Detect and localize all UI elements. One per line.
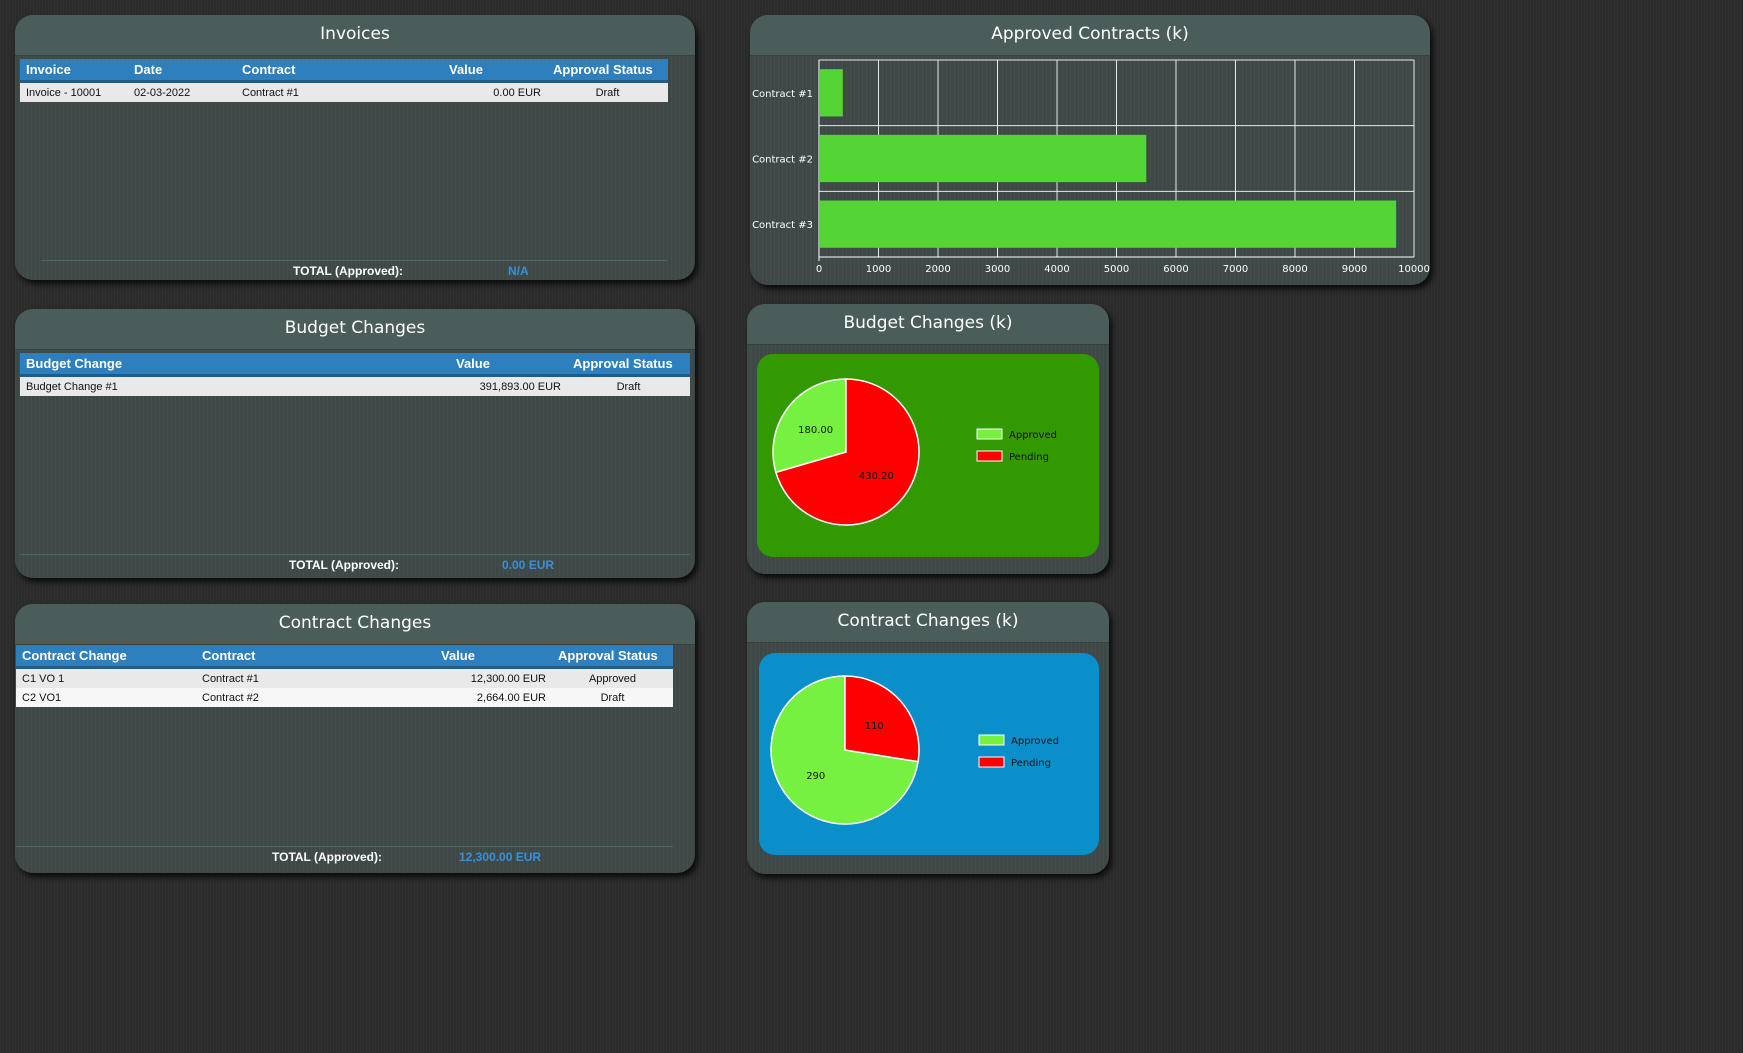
legend-label: Approved — [1009, 430, 1057, 441]
legend-label: Pending — [1011, 758, 1051, 769]
legend-swatch — [976, 428, 1003, 440]
column-header-approval-status[interactable]: Approval Status — [567, 353, 690, 377]
contract-change-cell: C2 VO1 — [16, 688, 196, 707]
value-cell: 0.00 EUR — [443, 81, 547, 102]
table-row[interactable]: C1 VO 1 Contract #1 12,300.00 EUR Approv… — [16, 667, 673, 688]
column-header-approval-status[interactable]: Approval Status — [547, 59, 668, 83]
value-cell: 2,664.00 EUR — [435, 688, 552, 707]
budget-change-cell: Budget Change #1 — [20, 375, 450, 396]
contract-change-cell: C1 VO 1 — [16, 667, 196, 688]
budget-changes-panel: Budget Changes Budget Change Value Appro… — [15, 309, 695, 578]
x-tick-label: 4000 — [1044, 264, 1069, 275]
contract-changes-chart-title: Contract Changes (k) — [747, 602, 1109, 643]
value-cell: 391,893.00 EUR — [450, 375, 567, 396]
table-row[interactable]: Budget Change #1 391,893.00 EUR Draft — [20, 375, 690, 396]
pie-slice-pending — [844, 675, 920, 763]
x-tick-label: 3000 — [985, 264, 1010, 275]
contract-changes-panel: Contract Changes Contract Change Contrac… — [15, 604, 695, 873]
table-row[interactable]: Invoice - 10001 02-03-2022 Contract #1 0… — [20, 81, 668, 102]
column-header-contract[interactable]: Contract — [236, 59, 443, 83]
x-tick-label: 10000 — [1398, 264, 1430, 275]
contract-changes-table: Contract Change Contract Value Approval … — [16, 645, 673, 707]
y-tick-label: Contract #1 — [752, 89, 813, 100]
legend-label: Pending — [1009, 452, 1049, 463]
value-cell: 12,300.00 EUR — [435, 667, 552, 688]
table-row[interactable]: C2 VO1 Contract #2 2,664.00 EUR Draft — [16, 688, 673, 707]
column-header-value[interactable]: Value — [435, 645, 552, 669]
x-tick-label: 6000 — [1163, 264, 1188, 275]
column-header-value[interactable]: Value — [443, 59, 547, 83]
status-cell: Approved — [552, 667, 673, 688]
total-divider — [41, 260, 667, 261]
status-cell: Draft — [552, 688, 673, 707]
legend-swatch — [976, 450, 1003, 462]
pie-data-label: 290 — [806, 771, 825, 782]
budget-changes-chart-panel: Budget Changes (k) 180.00 430.20 Approved P… — [747, 304, 1109, 574]
x-tick-label: 7000 — [1223, 264, 1248, 275]
x-tick-label: 2000 — [925, 264, 950, 275]
approved-contracts-panel: Approved Contracts (k) 0 1000 2000 3000 4000… — [750, 15, 1430, 285]
contract-cell: Contract #1 — [236, 81, 443, 102]
column-header-approval-status[interactable]: Approval Status — [552, 645, 673, 669]
invoices-table: Invoice Date Contract Value Approval Sta… — [20, 59, 668, 102]
x-tick-label: 0 — [816, 264, 822, 275]
x-tick-label: 5000 — [1104, 264, 1129, 275]
column-header-invoice[interactable]: Invoice — [20, 59, 128, 83]
contract-changes-chart-area: 290 110 Approved Pending — [759, 653, 1099, 855]
budget-changes-table: Budget Change Value Approval Status Budg… — [20, 353, 690, 396]
x-tick-label: 8000 — [1282, 264, 1307, 275]
contract-changes-title: Contract Changes — [15, 604, 695, 645]
budget-changes-total-value: 0.00 EUR — [502, 558, 555, 572]
pie-slice-approved — [772, 378, 847, 474]
pie-data-label: 430.20 — [859, 471, 894, 482]
total-divider — [16, 846, 673, 847]
approved-contracts-title: Approved Contracts (k) — [750, 15, 1430, 56]
contract-changes-total-label: TOTAL (Approved): — [272, 850, 382, 864]
invoices-total-value: N/A — [508, 264, 529, 278]
invoices-title: Invoices — [15, 15, 695, 56]
bar — [820, 134, 1147, 183]
column-header-date[interactable]: Date — [128, 59, 236, 83]
contract-changes-total-value: 12,300.00 EUR — [459, 850, 542, 864]
budget-changes-chart-area: 180.00 430.20 Approved Pending — [757, 354, 1099, 557]
approved-contracts-bar-chart: 0 1000 2000 3000 4000 5000 6000 7000 8000 9000 100… — [752, 59, 1430, 275]
status-cell: Draft — [567, 375, 690, 396]
total-divider — [20, 554, 690, 555]
budget-changes-pie-chart: 180.00 430.20 Approved Pending — [772, 378, 1057, 526]
invoice-cell: Invoice - 10001 — [20, 81, 128, 102]
pie-data-label: 110 — [865, 721, 884, 732]
status-cell: Draft — [547, 81, 668, 102]
budget-changes-title: Budget Changes — [15, 309, 695, 350]
bar — [820, 200, 1397, 248]
x-tick-label: 1000 — [866, 264, 891, 275]
legend-swatch — [978, 734, 1005, 746]
contract-changes-chart-panel: Contract Changes (k) 290 110 Approved Pendi… — [747, 602, 1109, 874]
date-cell: 02-03-2022 — [128, 81, 236, 102]
y-tick-label: Contract #2 — [752, 155, 813, 166]
invoices-panel: Invoices Invoice Date Contract Value App… — [15, 15, 695, 280]
column-header-contract[interactable]: Contract — [196, 645, 435, 669]
legend-label: Approved — [1011, 736, 1059, 747]
contract-cell: Contract #1 — [196, 667, 435, 688]
column-header-budget-change[interactable]: Budget Change — [20, 353, 450, 377]
contract-changes-pie-chart: 290 110 Approved Pending — [770, 675, 1059, 825]
y-tick-label: Contract #3 — [752, 220, 813, 231]
pie-data-label: 180.00 — [798, 425, 833, 436]
column-header-value[interactable]: Value — [450, 353, 567, 377]
contract-cell: Contract #2 — [196, 688, 435, 707]
budget-changes-chart-title: Budget Changes (k) — [747, 304, 1109, 345]
bar — [820, 69, 843, 117]
x-tick-label: 9000 — [1342, 264, 1367, 275]
column-header-contract-change[interactable]: Contract Change — [16, 645, 196, 669]
pie-slice-pending — [774, 378, 920, 526]
legend-swatch — [978, 756, 1005, 768]
budget-changes-total-label: TOTAL (Approved): — [289, 558, 399, 572]
invoices-total-label: TOTAL (Approved): — [293, 264, 403, 278]
